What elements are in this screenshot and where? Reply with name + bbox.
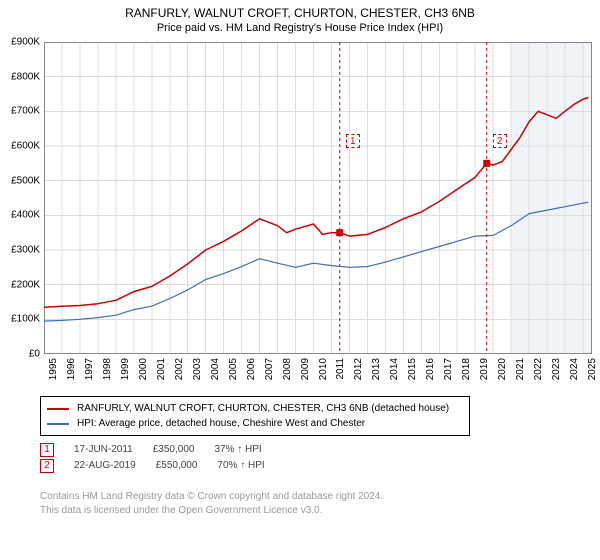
legend: RANFURLY, WALNUT CROFT, CHURTON, CHESTER… bbox=[40, 396, 470, 436]
legend-swatch-hpi bbox=[47, 423, 69, 425]
x-tick-label: 2019 bbox=[479, 358, 490, 380]
event-price-1: £350,000 bbox=[153, 442, 195, 458]
x-tick-label: 2014 bbox=[389, 358, 400, 380]
event-date-2: 22-AUG-2019 bbox=[74, 458, 136, 474]
y-tick-label: £300K bbox=[11, 245, 40, 256]
x-tick-label: 2013 bbox=[371, 358, 382, 380]
event-callout-1: 1 bbox=[346, 134, 360, 148]
legend-swatch-property bbox=[47, 408, 69, 410]
x-tick-label: 2010 bbox=[318, 358, 329, 380]
x-tick-label: 2024 bbox=[569, 358, 580, 380]
y-tick-label: £900K bbox=[11, 37, 40, 48]
x-tick-label: 2017 bbox=[443, 358, 454, 380]
event-price-2: £550,000 bbox=[156, 458, 198, 474]
y-tick-label: £500K bbox=[11, 175, 40, 186]
x-tick-label: 2008 bbox=[282, 358, 293, 380]
x-tick-label: 2012 bbox=[353, 358, 364, 380]
chart-title-block: RANFURLY, WALNUT CROFT, CHURTON, CHESTER… bbox=[0, 0, 600, 34]
y-tick-label: £600K bbox=[11, 141, 40, 152]
event-callout-2: 2 bbox=[493, 134, 507, 148]
event-row-2: 2 22-AUG-2019 £550,000 70% ↑ HPI bbox=[40, 458, 265, 474]
event-row-1: 1 17-JUN-2011 £350,000 37% ↑ HPI bbox=[40, 442, 265, 458]
x-tick-label: 2005 bbox=[228, 358, 239, 380]
event-date-1: 17-JUN-2011 bbox=[74, 442, 133, 458]
x-tick-label: 2015 bbox=[407, 358, 418, 380]
y-tick-label: £100K bbox=[11, 314, 40, 325]
event-marker-2: 2 bbox=[40, 459, 54, 473]
x-tick-label: 2004 bbox=[210, 358, 221, 380]
x-tick-label: 2020 bbox=[497, 358, 508, 380]
x-tick-label: 2023 bbox=[551, 358, 562, 380]
x-tick-label: 2016 bbox=[425, 358, 436, 380]
x-tick-label: 2003 bbox=[192, 358, 203, 380]
y-tick-label: £0 bbox=[29, 349, 40, 360]
x-tick-label: 1995 bbox=[48, 358, 59, 380]
event-delta-1: 37% ↑ HPI bbox=[214, 442, 261, 458]
x-tick-label: 1999 bbox=[120, 358, 131, 380]
figure-root: RANFURLY, WALNUT CROFT, CHURTON, CHESTER… bbox=[0, 0, 600, 560]
legend-label-hpi: HPI: Average price, detached house, Ches… bbox=[77, 416, 365, 431]
x-tick-label: 2001 bbox=[156, 358, 167, 380]
x-tick-label: 2009 bbox=[300, 358, 311, 380]
x-tick-label: 1998 bbox=[102, 358, 113, 380]
y-axis-ticks: £0£100K£200K£300K£400K£500K£600K£700K£80… bbox=[0, 42, 40, 354]
legend-item-property: RANFURLY, WALNUT CROFT, CHURTON, CHESTER… bbox=[47, 401, 463, 416]
x-tick-label: 2000 bbox=[138, 358, 149, 380]
x-tick-label: 2007 bbox=[264, 358, 275, 380]
footer-line-1: Contains HM Land Registry data © Crown c… bbox=[40, 490, 383, 504]
y-tick-label: £400K bbox=[11, 210, 40, 221]
event-marker-1: 1 bbox=[40, 443, 54, 457]
event-data-table: 1 17-JUN-2011 £350,000 37% ↑ HPI 2 22-AU… bbox=[40, 442, 265, 474]
x-tick-label: 1997 bbox=[84, 358, 95, 380]
chart-title-sub: Price paid vs. HM Land Registry's House … bbox=[0, 22, 600, 34]
x-tick-label: 2021 bbox=[515, 358, 526, 380]
x-tick-label: 2002 bbox=[174, 358, 185, 380]
legend-item-hpi: HPI: Average price, detached house, Ches… bbox=[47, 416, 463, 431]
event-delta-2: 70% ↑ HPI bbox=[217, 458, 264, 474]
x-tick-label: 1996 bbox=[66, 358, 77, 380]
y-tick-label: £800K bbox=[11, 71, 40, 82]
line-chart bbox=[44, 42, 592, 354]
x-tick-label: 2006 bbox=[246, 358, 257, 380]
x-tick-label: 2022 bbox=[533, 358, 544, 380]
y-tick-label: £200K bbox=[11, 279, 40, 290]
chart-title-main: RANFURLY, WALNUT CROFT, CHURTON, CHESTER… bbox=[0, 6, 600, 20]
x-tick-label: 2025 bbox=[587, 358, 598, 380]
x-tick-label: 2011 bbox=[335, 358, 346, 380]
y-tick-label: £700K bbox=[11, 106, 40, 117]
x-tick-label: 2018 bbox=[461, 358, 472, 380]
x-axis-ticks: 1995 1996 1997 1998 1999 2000 2001 2002 2003 2004… bbox=[44, 358, 592, 398]
footer-line-2: This data is licensed under the Open Gov… bbox=[40, 504, 383, 518]
legend-label-property: RANFURLY, WALNUT CROFT, CHURTON, CHESTER… bbox=[77, 401, 449, 416]
footer-attribution: Contains HM Land Registry data © Crown c… bbox=[40, 490, 383, 517]
